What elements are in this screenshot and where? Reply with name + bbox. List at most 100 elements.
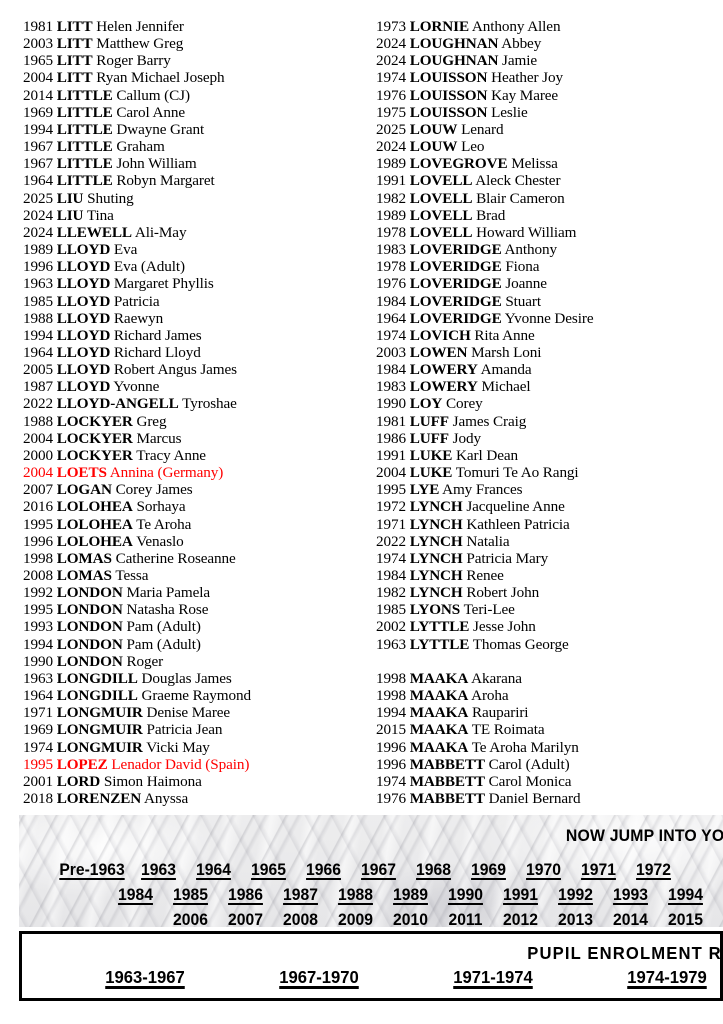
record-period-link-1974-1979[interactable]: 1974-1979 (627, 967, 707, 987)
entry-given-name: Pam (Adult) (126, 635, 201, 653)
entry-year: 1983 (376, 378, 406, 396)
register-entry: 1974 LYNCH Patricia Mary (376, 550, 723, 567)
entry-year: 2024 (376, 35, 406, 53)
entry-year: 1963 (23, 669, 53, 687)
year-link-2008[interactable]: 2008 (283, 911, 318, 927)
entry-given-name: Robert John (466, 584, 540, 602)
year-link-1993[interactable]: 1993 (613, 886, 648, 904)
entry-surname: LIU (56, 206, 84, 224)
entry-given-name: Anthony Allen (471, 18, 561, 35)
entry-surname: LLOYD (56, 292, 111, 310)
entry-given-name: Ryan Michael Joseph (96, 69, 225, 87)
entry-surname: LOVERIDGE (409, 309, 502, 327)
year-link-1967[interactable]: 1967 (361, 861, 396, 879)
entry-year: 1990 (23, 652, 53, 670)
year-link-2009[interactable]: 2009 (338, 911, 373, 927)
entry-year: 1995 (23, 601, 53, 619)
year-link-2007[interactable]: 2007 (228, 911, 263, 927)
entry-given-name: Catherine Roseanne (115, 549, 236, 567)
year-link-1969[interactable]: 1969 (471, 861, 506, 879)
year-link-1988[interactable]: 1988 (338, 886, 373, 904)
entry-surname: MAAKA (409, 687, 469, 705)
year-link-1966[interactable]: 1966 (306, 861, 341, 879)
entry-year: 2002 (376, 618, 406, 636)
entry-surname: LLEWELL (56, 223, 132, 241)
year-link-2012[interactable]: 2012 (503, 911, 538, 927)
entry-year: 2022 (23, 395, 53, 413)
entry-year: 1989 (376, 155, 406, 173)
entry-year: 1995 (23, 755, 53, 773)
entry-year: 1964 (23, 343, 53, 361)
entry-given-name: John William (116, 155, 197, 173)
year-link-2011[interactable]: 2011 (448, 911, 483, 927)
year-link-1963[interactable]: 1963 (141, 861, 176, 879)
entry-given-name: Richard Lloyd (113, 343, 201, 361)
year-link-1991[interactable]: 1991 (503, 886, 538, 904)
entry-year: 1978 (376, 223, 406, 241)
entry-given-name: Venaslo (136, 532, 184, 550)
entry-given-name: Kay Maree (491, 86, 559, 104)
entry-surname: LLOYD (56, 275, 111, 293)
entry-given-name: Fiona (505, 258, 540, 276)
year-link-1985[interactable]: 1985 (173, 886, 208, 904)
register-entry: 2004 LUKE Tomuri Te Ao Rangi (376, 464, 723, 481)
record-period-link-1967-1970[interactable]: 1967-1970 (279, 967, 359, 987)
year-link-1986[interactable]: 1986 (228, 886, 263, 904)
year-link-2014[interactable]: 2014 (613, 911, 648, 927)
entry-year: 1967 (23, 138, 53, 156)
entry-year: 1967 (23, 155, 53, 173)
year-link-1970[interactable]: 1970 (526, 861, 561, 879)
register-entry: 1976 LOVERIDGE Joanne (376, 275, 723, 292)
year-link-1994[interactable]: 1994 (668, 886, 703, 904)
register-entry: 2024 LOUGHNAN Abbey (376, 35, 723, 52)
year-link-2015[interactable]: 2015 (668, 911, 703, 927)
entry-year: 2004 (23, 464, 53, 482)
entry-given-name: Melissa (511, 155, 558, 173)
record-period-link-1963-1967[interactable]: 1963-1967 (105, 967, 185, 987)
register-entry: 1985 LYONS Teri-Lee (376, 601, 723, 618)
entry-surname: LYE (409, 481, 440, 499)
entry-given-name: Blair Cameron (476, 189, 565, 207)
year-link-1965[interactable]: 1965 (251, 861, 286, 879)
entry-given-name: Michael (481, 378, 531, 396)
year-link-2010[interactable]: 2010 (393, 911, 428, 927)
register-entry: 2001 LORD Simon Haimona (23, 773, 363, 790)
year-link-1964[interactable]: 1964 (196, 861, 231, 879)
year-link-2013[interactable]: 2013 (558, 911, 593, 927)
year-link-1972[interactable]: 1972 (636, 861, 671, 879)
year-link-1992[interactable]: 1992 (558, 886, 593, 904)
entry-given-name: Lenador David (Spain) (111, 755, 250, 773)
year-link-2006[interactable]: 2006 (173, 911, 208, 927)
entry-year: 2024 (23, 223, 53, 241)
entry-surname: LONGMUIR (56, 704, 143, 722)
entry-surname: LOVERIDGE (409, 241, 502, 259)
entry-year: 1981 (23, 18, 53, 35)
entry-surname: LOY (409, 395, 443, 413)
entry-surname: LYNCH (409, 498, 463, 516)
entry-year: 1996 (376, 738, 406, 756)
year-link-1971[interactable]: 1971 (581, 861, 616, 879)
register-entry: 1995 LONDON Natasha Rose (23, 601, 363, 618)
register-entry: 1974 LONGMUIR Vicki May (23, 739, 363, 756)
entry-surname: LONDON (56, 635, 123, 653)
entry-surname: LIU (56, 189, 84, 207)
entry-given-name: Abbey (501, 35, 542, 53)
year-link-pre-1963[interactable]: Pre-1963 (59, 861, 125, 879)
entry-year: 1978 (376, 258, 406, 276)
year-link-1990[interactable]: 1990 (448, 886, 483, 904)
entry-year: 2005 (23, 361, 53, 379)
entry-year: 1989 (376, 206, 406, 224)
entry-year: 1971 (376, 515, 406, 533)
entry-year: 2000 (23, 446, 53, 464)
year-link-1968[interactable]: 1968 (416, 861, 451, 879)
record-period-link-1971-1974[interactable]: 1971-1974 (453, 967, 533, 987)
register-entry: 1989 LLOYD Eva (23, 241, 363, 258)
entry-surname: LONDON (56, 601, 123, 619)
year-link-1989[interactable]: 1989 (393, 886, 428, 904)
register-column-left: 1981 LITT Helen Jennifer 2003 LITT Matthe… (23, 18, 363, 807)
entry-given-name: Corey (446, 395, 483, 413)
entry-surname: MAAKA (409, 704, 469, 722)
register-entry: 1964 LONGDILL Graeme Raymond (23, 687, 363, 704)
year-link-1987[interactable]: 1987 (283, 886, 318, 904)
year-link-1984[interactable]: 1984 (118, 886, 153, 904)
